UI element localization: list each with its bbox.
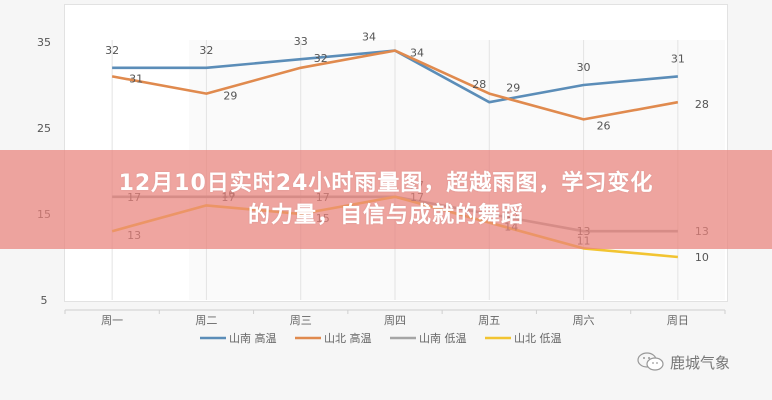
data-label: 34: [410, 47, 424, 60]
x-tick-label: 周五: [478, 314, 500, 327]
legend-item: 山北 低温: [485, 332, 562, 345]
legend-item: 山北 高温: [295, 331, 372, 345]
x-tick-label: 周日: [667, 314, 689, 327]
data-label: 32: [314, 52, 328, 65]
data-label: 31: [129, 72, 143, 85]
x-tick-label: 周一: [101, 314, 123, 327]
wechat-icon: [637, 352, 664, 371]
y-tick-label: 35: [37, 36, 51, 49]
legend-label: 山北 高温: [324, 331, 372, 345]
watermark: 鹿城气象: [636, 351, 730, 373]
data-label: 30: [577, 61, 591, 74]
data-label: 33: [294, 35, 308, 48]
data-label: 34: [362, 31, 376, 44]
data-label: 28: [695, 98, 709, 111]
x-tick-label: 周四: [384, 314, 406, 327]
title-line-1: 12月10日实时24小时雨量图，超越雨图，学习变化: [118, 170, 654, 196]
series-line: [111, 49, 679, 121]
data-label: 10: [695, 251, 709, 264]
y-tick-label: 25: [37, 122, 51, 135]
chart-legend: 山南 高温 山北 高温 山南 低温 山北 低温: [200, 331, 562, 345]
x-tick-label: 周二: [195, 314, 217, 327]
title-line-2: 的力量，自信与成就的舞蹈: [247, 202, 524, 228]
data-label: 29: [223, 90, 237, 103]
legend-label: 山南 低温: [419, 332, 467, 345]
legend-item: 山南 高温: [200, 331, 277, 345]
data-label: 28: [472, 78, 486, 91]
watermark-text: 鹿城气象: [670, 353, 731, 372]
legend-item: 山南 低温: [390, 332, 467, 345]
y-tick-label: 5: [41, 294, 48, 307]
data-label: 31: [671, 52, 685, 65]
data-label: 32: [105, 44, 119, 57]
data-label: 26: [597, 119, 611, 132]
legend-label: 山南 高温: [229, 331, 277, 345]
x-axis: 周一 周二 周三 周四 周五 周六 周日: [64, 309, 726, 327]
title-banner: 12月10日实时24小时雨量图，超越雨图，学习变化 的力量，自信与成就的舞蹈: [0, 150, 772, 249]
data-label: 32: [199, 44, 213, 57]
legend-label: 山北 低温: [514, 332, 562, 345]
x-tick-label: 周六: [573, 314, 595, 327]
x-tick-label: 周三: [290, 314, 312, 327]
data-label: 29: [506, 82, 520, 95]
